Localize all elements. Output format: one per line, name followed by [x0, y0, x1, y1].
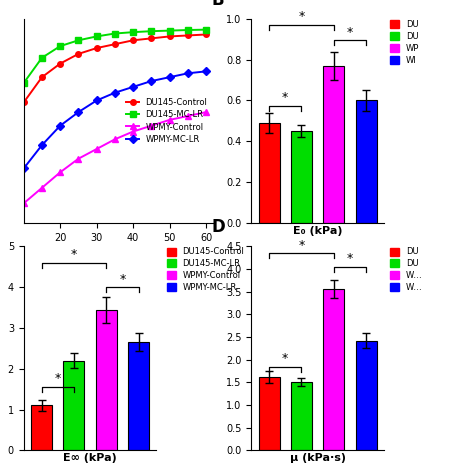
Text: B: B: [211, 0, 224, 9]
Bar: [258, 377, 280, 450]
X-axis label: μ (kPa·s): μ (kPa·s): [290, 453, 346, 463]
Text: D: D: [211, 218, 225, 236]
Text: *: *: [347, 252, 353, 265]
Text: *: *: [282, 91, 288, 104]
X-axis label: E∞ (kPa): E∞ (kPa): [63, 453, 117, 463]
Text: *: *: [71, 248, 77, 261]
Bar: [31, 405, 52, 450]
Bar: [323, 66, 344, 223]
X-axis label: Time /sec: Time /sec: [89, 248, 148, 258]
Legend: DU, DU, WP, WI: DU, DU, WP, WI: [390, 19, 420, 65]
Bar: [291, 383, 312, 450]
Text: *: *: [298, 10, 304, 23]
X-axis label: E₀ (kPa): E₀ (kPa): [293, 226, 342, 236]
Text: *: *: [119, 273, 126, 286]
Bar: [356, 341, 377, 450]
Bar: [323, 289, 344, 450]
Text: *: *: [55, 373, 61, 385]
Bar: [64, 361, 84, 450]
Bar: [291, 131, 312, 223]
Legend: DU145-Control, DU145-MC-LR, WPMY-Control, WPMY-MC-LR: DU145-Control, DU145-MC-LR, WPMY-Control…: [166, 246, 245, 293]
Text: *: *: [298, 238, 304, 252]
Bar: [96, 310, 117, 450]
Text: *: *: [282, 352, 288, 365]
Legend: DU145-Control, DU145-MC-LR, WPMY-Control, WPMY-MC-LR: DU145-Control, DU145-MC-LR, WPMY-Control…: [125, 96, 209, 146]
Legend: DU, DU, W…, W…: DU, DU, W…, W…: [390, 246, 424, 293]
Bar: [128, 342, 149, 450]
Text: *: *: [347, 26, 353, 39]
Bar: [356, 100, 377, 223]
Bar: [258, 123, 280, 223]
